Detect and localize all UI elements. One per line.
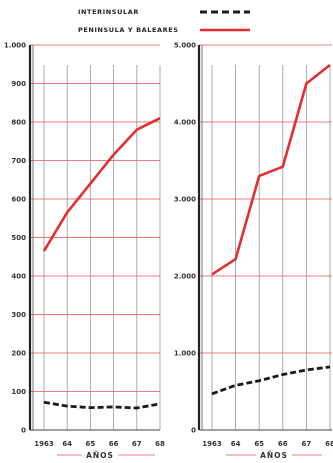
- x-tick-label: 66: [109, 440, 119, 448]
- y-tick-label: 1.000: [4, 42, 26, 50]
- y-tick-label: 100: [11, 388, 26, 396]
- x-tick-label: 65: [86, 440, 96, 448]
- x-tick-label: 68: [155, 440, 165, 448]
- series-line-peninsula: [42, 116, 161, 252]
- x-axis-title: AÑOS: [260, 451, 288, 460]
- x-tick-label: 65: [254, 440, 264, 448]
- chart-left: 0 100 200 300 400 500 600 700 800 900 1.000 1963 64 6…: [4, 42, 165, 461]
- y-tick-label: 0: [21, 427, 26, 435]
- legend-label-peninsula: PENINSULA Y BALEARES: [78, 26, 179, 34]
- y-tick-label: 200: [11, 350, 26, 358]
- x-tick-label: 64: [231, 440, 241, 448]
- y-tick-label: 900: [11, 80, 26, 88]
- y-tick-label: 400: [11, 273, 26, 281]
- series-line-peninsula: [211, 63, 331, 276]
- y-tick-label: 4.000: [174, 119, 196, 127]
- y-tick-label: 600: [11, 196, 26, 204]
- x-tick-label: 66: [278, 440, 288, 448]
- x-tick-label: 64: [62, 440, 72, 448]
- y-tick-label: 3.000: [174, 196, 196, 204]
- legend-entry-interinsular: INTERINSULAR: [78, 8, 250, 16]
- y-tick-label: 5.000: [174, 42, 196, 50]
- legend-label-interinsular: INTERINSULAR: [78, 8, 139, 16]
- y-tick-label: 0: [191, 427, 196, 435]
- x-tick-label: 1963: [202, 440, 222, 448]
- y-tick-label: 500: [11, 234, 26, 242]
- y-tick-label: 300: [11, 311, 26, 319]
- x-axis-title: AÑOS: [86, 451, 114, 460]
- y-tick-label: 700: [11, 157, 26, 165]
- x-tick-label: 1963: [34, 440, 54, 448]
- x-tick-label: 67: [132, 440, 142, 448]
- y-tick-label: 2.000: [174, 273, 196, 281]
- legend-entry-peninsula: PENINSULA Y BALEARES: [78, 26, 250, 34]
- x-tick-label: 67: [302, 440, 312, 448]
- legend: INTERINSULAR PENINSULA Y BALEARES: [78, 8, 250, 34]
- y-tick-label: 1.000: [174, 350, 196, 358]
- series-line-interinsular: [211, 365, 331, 396]
- x-tick-label: 68: [325, 440, 333, 448]
- y-tick-label: 800: [11, 119, 26, 127]
- series-line-interinsular: [43, 400, 161, 410]
- chart-right: 0 1.000 2.000 3.000 4.000 5.000 1963 64 65 66 67 68…: [174, 42, 333, 461]
